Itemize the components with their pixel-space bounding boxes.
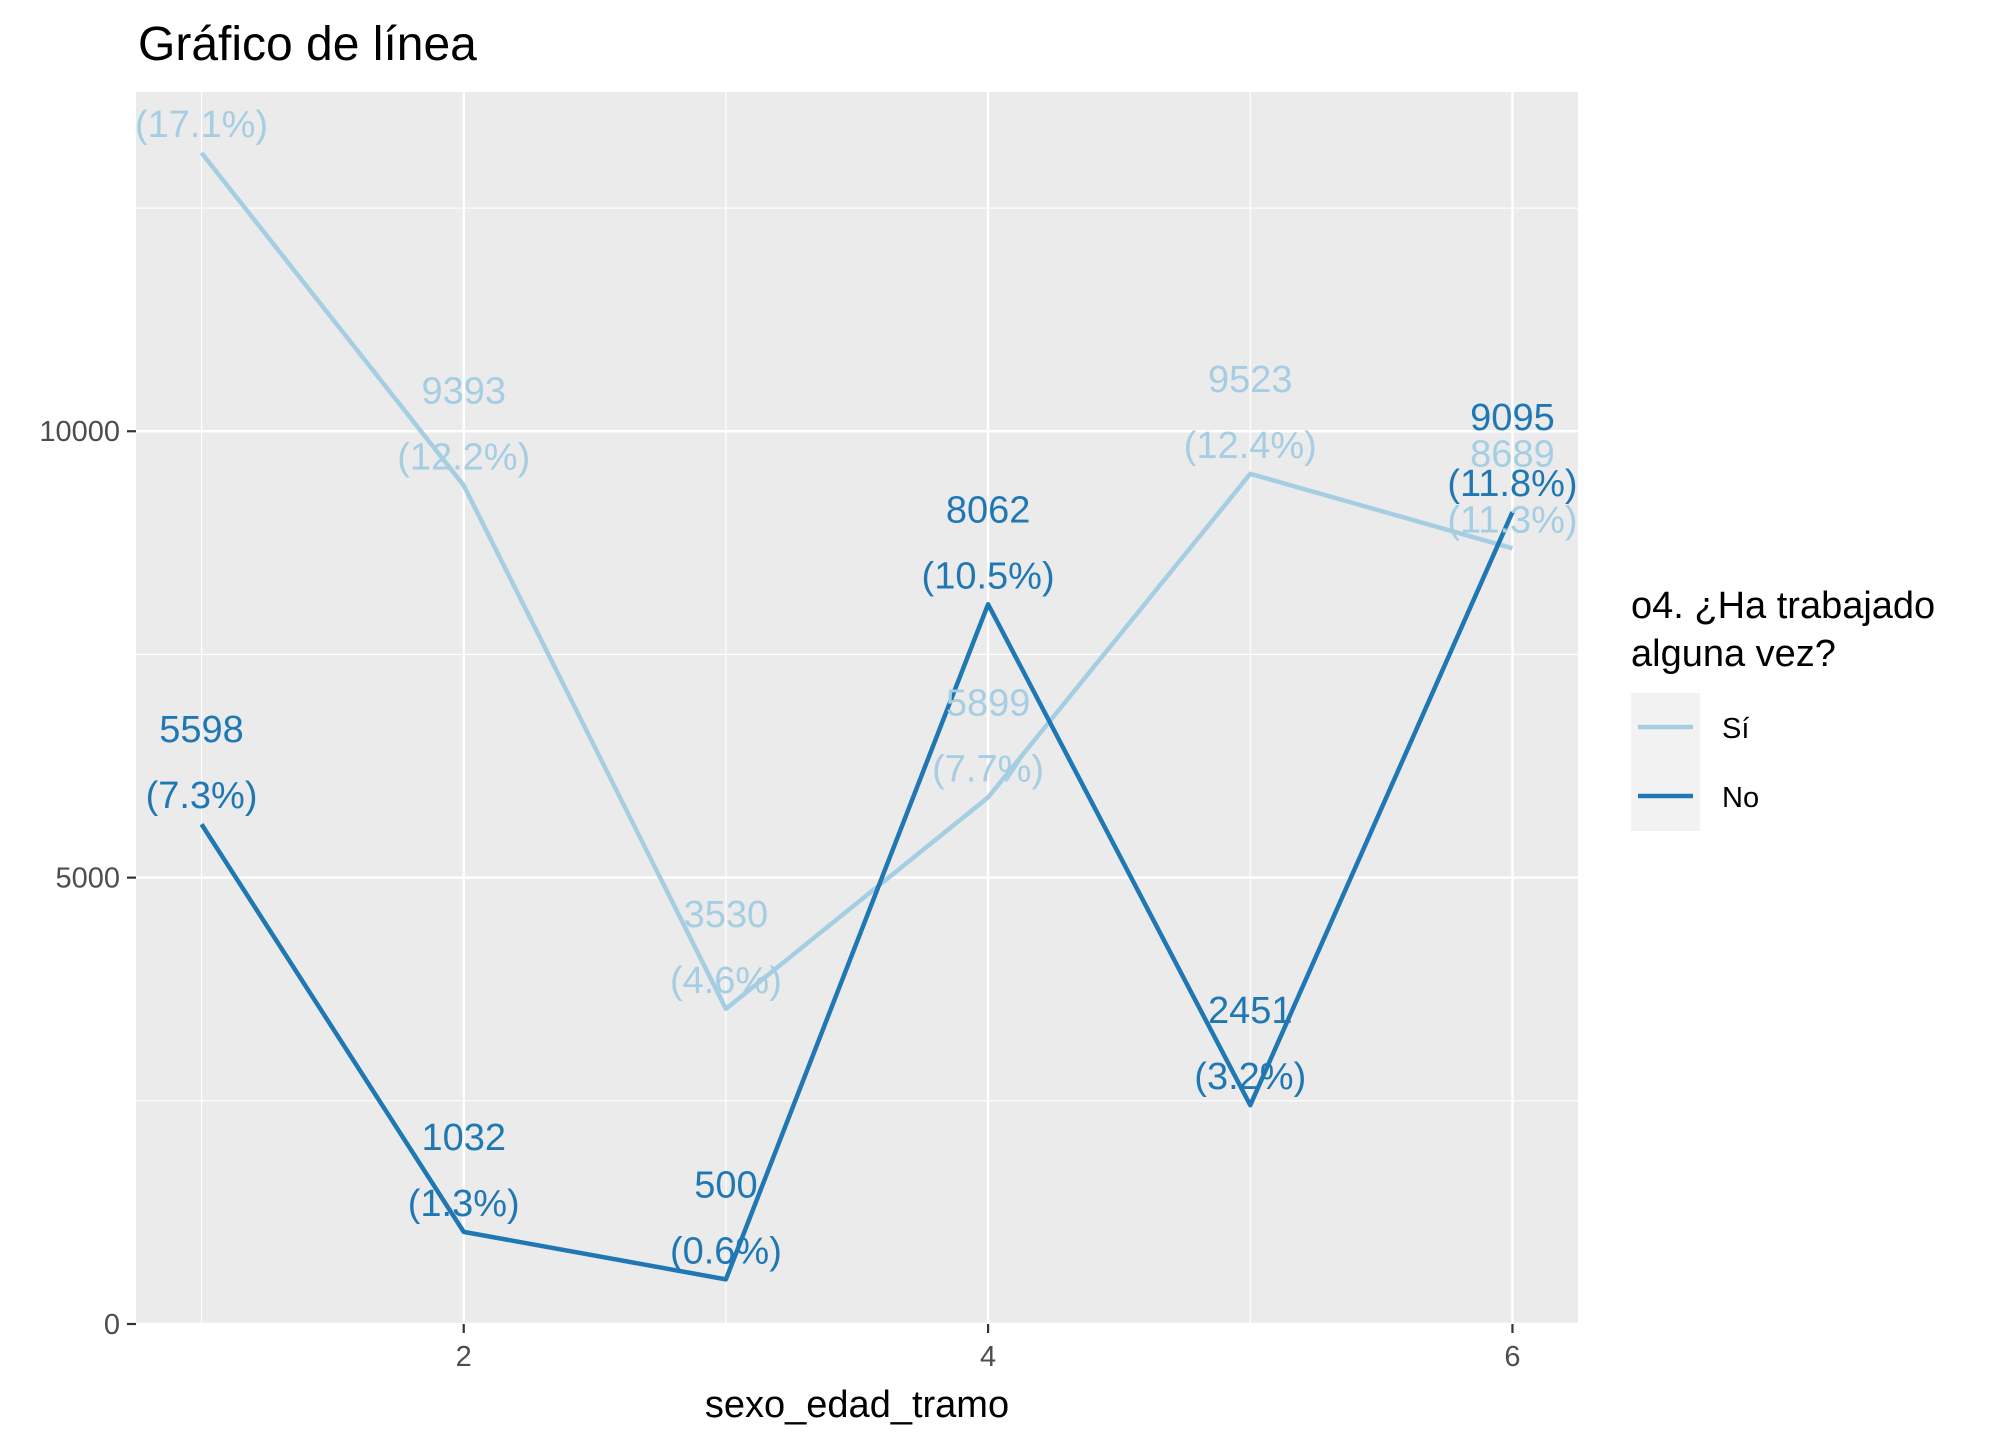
y-tick-label: 5000 [55, 863, 120, 895]
legend-title-line-1: o4. ¿Ha trabajado [1631, 585, 1935, 627]
x-tick-label: 2 [456, 1341, 472, 1373]
data-label-count: 8689 [1470, 433, 1555, 475]
data-label-count: 9523 [1208, 359, 1293, 401]
y-tick-label: 10000 [39, 416, 120, 448]
minor-gridlines [136, 92, 1578, 1324]
legend-label-no: No [1722, 782, 1759, 814]
data-label-count: 9095 [1470, 397, 1555, 439]
plot-panel [136, 92, 1578, 1324]
x-tick-label: 4 [980, 1341, 996, 1373]
data-label-count: 2451 [1208, 990, 1293, 1032]
data-label-count: 3530 [684, 894, 769, 936]
data-label-percent: (17.1%) [135, 104, 268, 146]
data-label-percent: (7.3%) [146, 775, 258, 817]
data-label-percent: (1.3%) [408, 1183, 520, 1225]
legend-title-line-2: alguna vez? [1631, 633, 1836, 675]
data-label-percent: (0.6%) [670, 1230, 782, 1272]
y-tick-label: 0 [104, 1309, 120, 1341]
data-labels: (17.1%) 9393 (12.2%) 3530 (4.6%) 5899 (7.7%) 95… [135, 104, 1578, 1272]
x-tick-label: 6 [1504, 1341, 1520, 1373]
data-label-percent: (10.5%) [922, 555, 1055, 597]
data-label-percent: (7.7%) [932, 748, 1044, 790]
chart-title: Gráfico de línea [138, 18, 477, 71]
data-label-percent: (4.6%) [670, 960, 782, 1002]
series-lines [199, 151, 1515, 1282]
data-label-count: 1032 [421, 1117, 506, 1159]
series-line-si [199, 151, 1514, 1012]
data-label-percent: (11.3%) [1447, 499, 1577, 541]
data-label-count: 9393 [421, 370, 506, 412]
x-axis-title: sexo_edad_tramo [705, 1384, 1009, 1426]
data-label-count: 5598 [159, 709, 244, 751]
data-label-percent: (3.2%) [1194, 1056, 1306, 1098]
series-line-no [199, 511, 1515, 1282]
legend-label-si: Sí [1722, 713, 1749, 745]
major-gridlines [136, 92, 1578, 1326]
data-label-percent: (11.8%) [1447, 463, 1577, 505]
x-axis: 2 4 6 [456, 1324, 1521, 1373]
data-label-percent: (12.4%) [1184, 425, 1317, 467]
y-axis: 0 5000 10000 [39, 416, 136, 1341]
data-label-count: 8062 [946, 489, 1031, 531]
data-label-count: 5899 [946, 682, 1031, 724]
data-label-percent: (12.2%) [397, 436, 530, 478]
data-label-count: 500 [694, 1164, 757, 1206]
legend: o4. ¿Ha trabajado alguna vez? Sí No [1631, 585, 1935, 831]
